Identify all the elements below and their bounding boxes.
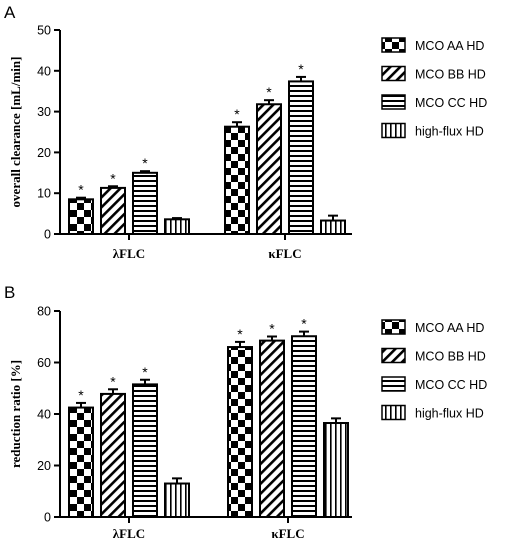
bar — [227, 346, 253, 518]
bar — [224, 125, 250, 235]
significance-marker: * — [298, 61, 304, 77]
legend-swatch — [381, 347, 406, 364]
legend-swatch — [381, 94, 406, 110]
y-tick-label: 0 — [44, 228, 51, 242]
y-tick-label: 20 — [37, 459, 51, 473]
y-tick-label: 60 — [37, 356, 51, 370]
bar — [100, 392, 126, 519]
significance-marker: * — [78, 182, 84, 198]
bar — [256, 103, 282, 235]
y-tick-label: 20 — [37, 146, 51, 160]
y-axis-label: overall clearance [mL/min] — [8, 57, 23, 208]
bar — [132, 171, 158, 236]
y-tick-label: 40 — [37, 408, 51, 422]
legend-swatch — [381, 37, 406, 53]
y-tick-label: 0 — [44, 511, 51, 525]
legend-swatch — [381, 319, 406, 335]
y-tick-label: 40 — [37, 64, 51, 78]
legend-label: high-flux HD — [415, 407, 484, 421]
legend-swatch — [381, 65, 406, 82]
y-tick-label: 80 — [37, 305, 51, 319]
legend-label: MCO CC HD — [415, 96, 487, 110]
bar — [320, 219, 346, 235]
y-tick-label: 50 — [37, 24, 51, 38]
bar — [100, 186, 126, 235]
legend-label: MCO BB HD — [415, 350, 486, 364]
significance-marker: * — [110, 373, 116, 389]
y-tick-label: 30 — [37, 105, 51, 119]
bar — [288, 80, 314, 235]
significance-marker: * — [110, 170, 116, 186]
significance-marker: * — [234, 106, 240, 122]
x-category-label: κFLC — [268, 246, 301, 261]
panel-a: A 0 10 20 30 40 50 overall clearance [mL/min] λF… — [4, 3, 487, 261]
significance-marker: * — [78, 387, 84, 403]
x-category-label: κFLC — [271, 526, 304, 541]
legend-swatch — [381, 376, 406, 392]
panel-label: B — [4, 283, 15, 302]
significance-marker: * — [142, 155, 148, 171]
x-category-label: λFLC — [113, 246, 145, 261]
bar — [291, 335, 317, 518]
significance-marker: * — [301, 316, 307, 332]
y-tick-label: 10 — [37, 187, 51, 201]
bar — [259, 339, 285, 518]
bar — [164, 482, 190, 518]
legend-label: MCO BB HD — [415, 68, 486, 82]
legend-label: MCO AA HD — [415, 39, 484, 53]
panel-b: B 0 20 40 60 80 reduction ratio [%] λFLC * * * κFLC… — [4, 283, 487, 541]
bar — [68, 198, 94, 236]
legend-label: MCO CC HD — [415, 378, 487, 392]
bar — [132, 383, 158, 519]
x-category-label: λFLC — [113, 526, 145, 541]
legend-swatch — [381, 404, 406, 421]
significance-marker: * — [237, 326, 243, 342]
bar — [68, 406, 94, 518]
significance-marker: * — [142, 364, 148, 380]
significance-marker: * — [269, 320, 275, 336]
legend-label: high-flux HD — [415, 125, 484, 139]
legend-swatch — [381, 122, 406, 139]
legend-label: MCO AA HD — [415, 321, 484, 335]
y-axis-label: reduction ratio [%] — [8, 360, 23, 468]
bar — [164, 218, 190, 235]
significance-marker: * — [266, 84, 272, 100]
bar — [323, 422, 349, 519]
panel-label: A — [4, 3, 16, 22]
